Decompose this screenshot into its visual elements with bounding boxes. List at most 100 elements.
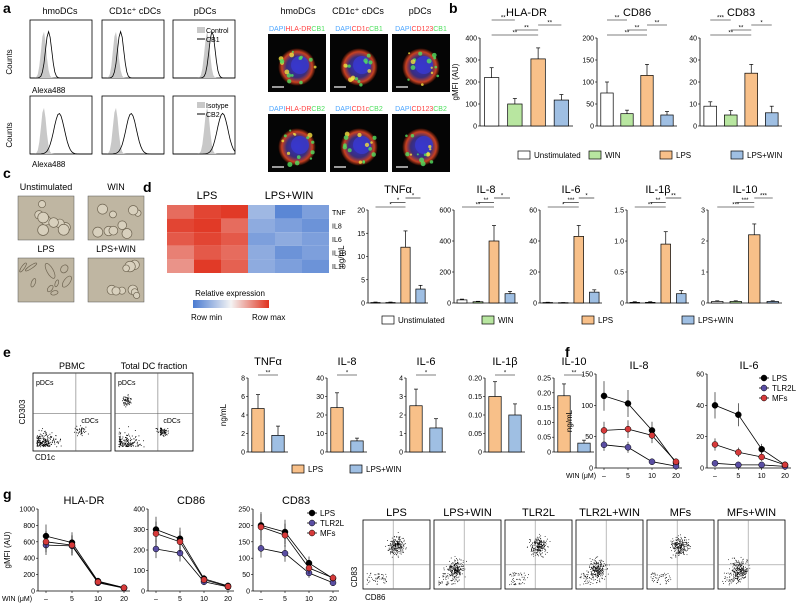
bar-y-label: ng/mL <box>219 403 228 426</box>
facs-dot <box>458 579 460 581</box>
facs-dot <box>121 400 123 402</box>
facs-dot <box>600 564 602 566</box>
line-y-tick-label: 100 <box>133 568 145 575</box>
facs-dot <box>539 536 541 538</box>
facs-dot <box>122 399 124 401</box>
facs-dot <box>127 394 129 396</box>
facs-dot <box>597 573 599 575</box>
facs-dot <box>458 566 460 567</box>
series-point-lps <box>711 402 719 409</box>
facs-dot <box>678 553 680 554</box>
bar-lps <box>400 246 411 304</box>
facs-dot <box>80 429 82 431</box>
bar-lps <box>744 72 758 127</box>
facs-dot <box>56 446 58 448</box>
heatmap-cell <box>194 205 221 219</box>
facs-dot <box>399 544 401 546</box>
legend-label: TLR2L <box>772 384 797 393</box>
facs-dot <box>674 547 676 549</box>
sig-star: * <box>425 371 428 377</box>
facs-dot <box>127 439 129 441</box>
facs-dot <box>730 582 732 584</box>
facs-dot <box>672 538 674 540</box>
facs-dot <box>596 569 598 571</box>
facs-dot <box>78 429 80 431</box>
facs-dot <box>591 563 593 565</box>
facs-dot <box>585 580 587 582</box>
bar-title: TNFα <box>254 356 282 368</box>
facs-dot <box>83 431 85 433</box>
facs-dot <box>518 572 520 574</box>
bar-title: IL-10 <box>732 184 757 196</box>
facs-dot <box>734 572 735 573</box>
facs-dot <box>401 548 403 550</box>
facs-dot <box>680 538 682 540</box>
line-x-tick-label: 10 <box>648 473 656 480</box>
facs-dot <box>537 549 539 551</box>
series-point-lps <box>735 411 742 418</box>
facs-dot <box>163 435 165 437</box>
micro-dot <box>405 134 408 138</box>
facs-dot <box>665 580 667 582</box>
facs-dot <box>741 572 743 574</box>
facs-dot <box>47 437 49 439</box>
facs-dot <box>55 438 57 440</box>
micro-dot <box>279 59 285 64</box>
micro-stain-part: CB1 <box>369 26 383 33</box>
facs-dot <box>522 582 524 584</box>
facs-dot <box>675 554 677 556</box>
bar-lps-win <box>676 293 687 304</box>
facs-dot <box>129 441 131 443</box>
facs-dot <box>673 542 675 544</box>
legend-marker <box>308 529 316 537</box>
facs-dot <box>130 398 132 400</box>
line-x-tick-label: 5 <box>178 596 182 603</box>
facs-dot <box>741 573 743 575</box>
facs-dot <box>653 581 654 583</box>
micro-dot <box>357 79 361 83</box>
sig-star: ** <box>572 371 577 377</box>
facs-dot <box>735 578 737 579</box>
facs-dot <box>665 573 667 575</box>
facs-dot <box>592 577 594 578</box>
bar-lps-win <box>553 99 569 127</box>
line-y-tick-label: 300 <box>133 527 145 534</box>
facs-dot <box>403 537 404 539</box>
facs-dot <box>535 541 536 543</box>
facs-dot <box>740 575 742 577</box>
facs-dot <box>126 404 128 406</box>
series-point-tlr2l <box>152 545 160 553</box>
facs-dot <box>162 434 164 436</box>
facs-dot <box>745 571 747 573</box>
micro-header-pdc: pDCs <box>409 6 432 16</box>
facs-dot <box>734 575 736 577</box>
facs-dot <box>596 574 598 576</box>
facs-dot <box>740 562 742 564</box>
hist-control-fill <box>30 107 92 154</box>
facs-dot <box>124 402 126 404</box>
facs-dot <box>741 567 743 569</box>
facs-dot <box>730 579 732 581</box>
facs-dot <box>165 430 167 432</box>
sig-star: ** <box>728 31 733 37</box>
facs-dot <box>369 580 371 582</box>
facs-dot <box>447 584 449 586</box>
bar-title: IL-1β <box>492 356 517 368</box>
facs-dot <box>130 398 132 400</box>
legend-label: LPS+WIN <box>747 151 783 160</box>
facs-dot <box>600 570 602 572</box>
facs-dot <box>393 539 395 541</box>
facs-dot <box>585 576 587 578</box>
series-line-mfs <box>714 444 786 466</box>
facs-dot <box>523 583 525 585</box>
facs-dot <box>537 542 539 544</box>
facs-dot <box>128 426 130 428</box>
facs-dot <box>371 577 373 579</box>
legend-marker <box>308 509 316 517</box>
facs-dot <box>457 570 459 572</box>
line-x-tick-label: 10 <box>305 596 313 603</box>
facs-dot <box>394 543 395 545</box>
facs-dot <box>591 574 593 576</box>
bar-unstimulated <box>370 302 381 304</box>
facs-dot <box>400 541 402 542</box>
